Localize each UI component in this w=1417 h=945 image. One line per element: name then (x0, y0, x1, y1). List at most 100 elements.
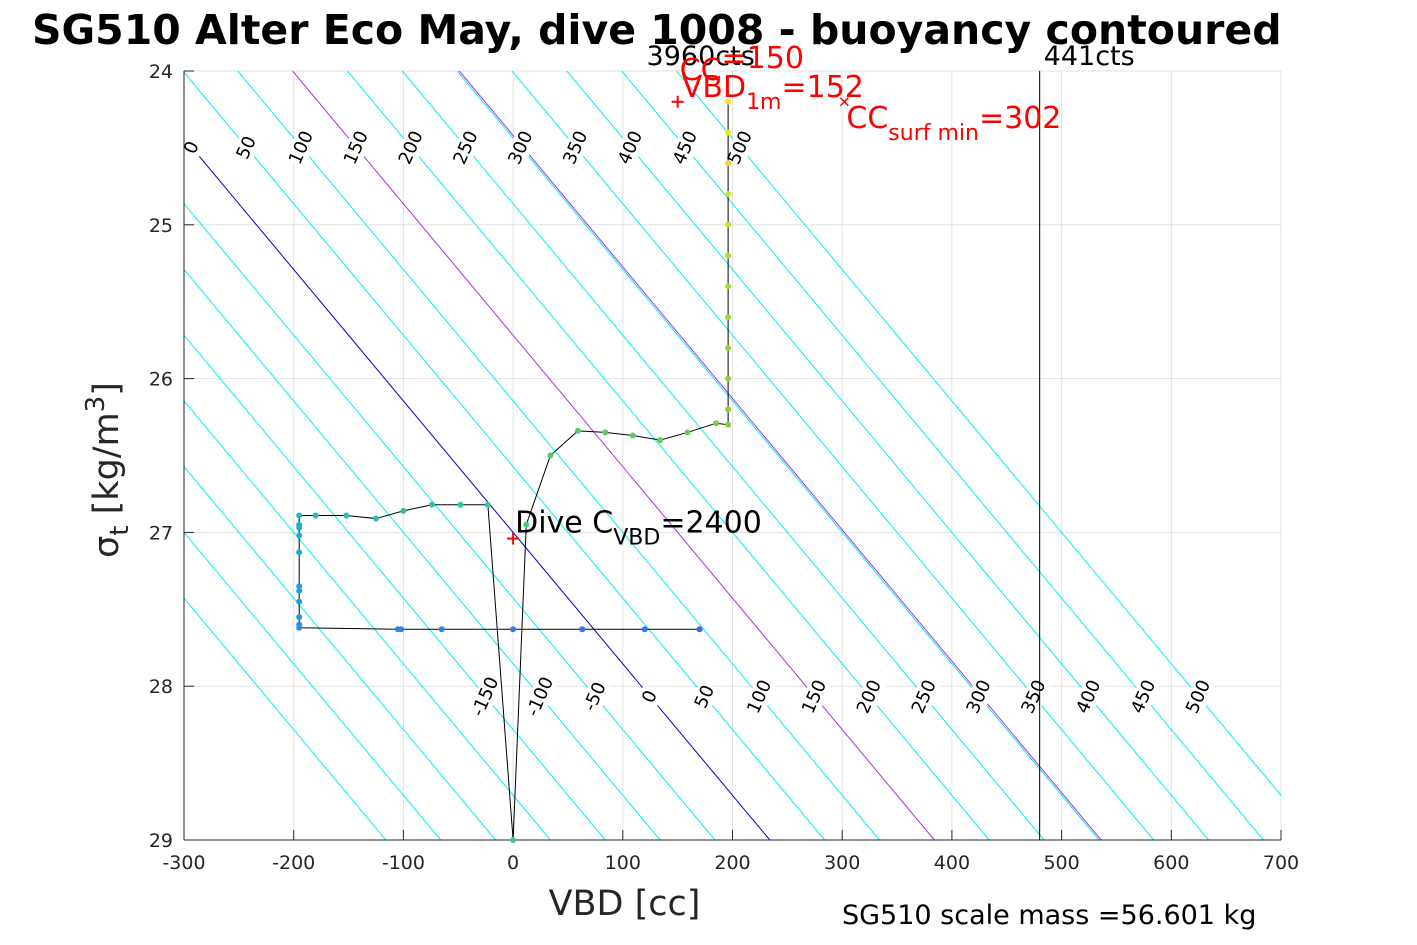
contour-line (184, 465, 496, 840)
profile-point (725, 160, 732, 167)
axis-layer: -300 -200 -100 0 100 200 300 400 500 600 700 24 25 26… (81, 41, 1299, 924)
contour-line (458, 71, 1102, 840)
contour-line (456, 71, 1100, 840)
contour-label-bg (1016, 675, 1051, 718)
contour-layer: -350-300-250-200-150-100-500501001502002… (0, 71, 1281, 840)
profile-point (343, 512, 350, 519)
contour-label-bg (231, 132, 262, 164)
x-tick-label: 700 (1263, 852, 1299, 874)
annotation-label: VBD1m=152 (682, 70, 864, 115)
y-tick-label: 24 (149, 61, 173, 83)
contour-label-bg (723, 126, 758, 169)
profile-point (523, 521, 530, 528)
x-tick-label: 200 (714, 852, 750, 874)
profile-point (296, 598, 303, 605)
x-tick-label: 0 (507, 852, 519, 874)
x-tick-label: 100 (605, 852, 641, 874)
profile-point (428, 501, 435, 508)
y-tick-label: 25 (149, 215, 173, 237)
contour-line (184, 597, 387, 840)
profile-point (725, 221, 732, 228)
contour-label-upper: -50 (121, 130, 152, 165)
contour-label-bg (962, 675, 997, 718)
profile-point (602, 429, 609, 436)
x-axis-label: VBD [cc] (549, 884, 701, 924)
annotation-label: CCsurf min=302 (846, 101, 1061, 146)
profile-point (684, 429, 691, 436)
x-tick-label: -200 (272, 852, 315, 874)
contour-label-upper: -150 (9, 125, 45, 171)
contour-line (511, 71, 1155, 840)
contour-label-bg (0, 143, 7, 191)
annotation-label: CC=150 (680, 41, 804, 88)
contour-label-bg (394, 126, 429, 169)
profile-point (296, 613, 303, 620)
x-tick-label: 300 (824, 852, 860, 874)
contour-label-bg (1126, 675, 1161, 718)
profile-point (713, 420, 720, 427)
contour-label-bg (742, 675, 777, 718)
contour-label-bg (558, 126, 593, 169)
y-tick-label: 27 (149, 522, 173, 544)
contour-label-bg (64, 124, 101, 172)
profile-point (657, 437, 664, 444)
scale-mass-text: SG510 scale mass =56.601 kg (842, 900, 1257, 931)
profile-point (725, 314, 732, 321)
contour-line (184, 531, 442, 840)
profile-point (629, 432, 636, 439)
contour-line (566, 71, 1209, 840)
chart-title: SG510 Alter Eco May, dive 1008 - buoyanc… (32, 6, 1282, 54)
contour-label-bg (9, 124, 46, 172)
contour-label-bg (637, 686, 663, 708)
profile-point (457, 501, 464, 508)
grid-layer (183, 70, 1282, 841)
profile-point (312, 512, 319, 519)
profile-point (696, 626, 703, 633)
profile-point (296, 512, 303, 519)
annotation-label: Dive CVBD=2400 (515, 505, 762, 550)
contour-line (347, 71, 990, 840)
profile-point (296, 521, 303, 528)
y-axis-label: σt [kg/m3] (81, 382, 135, 558)
left-counts-label: 3960cts (647, 41, 755, 72)
x-tick-label: 500 (1043, 852, 1079, 874)
profile-point (725, 421, 732, 428)
contour-label-bg (503, 126, 538, 169)
profile-point (400, 507, 407, 514)
contour-label-bg (1181, 675, 1216, 718)
profile-point (510, 626, 517, 633)
profile-point (725, 191, 732, 198)
profile-point (725, 375, 732, 382)
x-tick-label: 400 (934, 852, 970, 874)
profile-point (725, 129, 732, 136)
contour-label-bg (668, 126, 703, 169)
profile-point (484, 501, 491, 508)
profile-point (574, 427, 581, 434)
profile-point (641, 626, 648, 633)
profile-point (296, 549, 303, 556)
profile-point (725, 252, 732, 259)
contour-line (292, 71, 935, 840)
profile-point (296, 583, 303, 590)
contour-label-upper: 50 (232, 133, 261, 162)
contour-label-upper: -200 (0, 144, 6, 190)
profile-point (725, 98, 732, 105)
contour-line (184, 71, 826, 840)
x-tick-label: -100 (382, 852, 425, 874)
x-marker (839, 97, 849, 107)
y-tick-label: 28 (149, 676, 173, 698)
profile-point (725, 406, 732, 413)
contour-label-bg (339, 126, 374, 169)
contour-line (184, 400, 551, 840)
y-tick-label: 26 (149, 369, 173, 391)
contour-label-bg (852, 675, 887, 718)
contour-line (621, 71, 1264, 840)
profile-point (510, 837, 517, 843)
contour-label-bg (521, 672, 559, 721)
profile-point (372, 515, 379, 522)
contour-label-bg (1071, 675, 1106, 718)
y-tick-label: 29 (149, 830, 173, 852)
data-layer (296, 98, 732, 843)
